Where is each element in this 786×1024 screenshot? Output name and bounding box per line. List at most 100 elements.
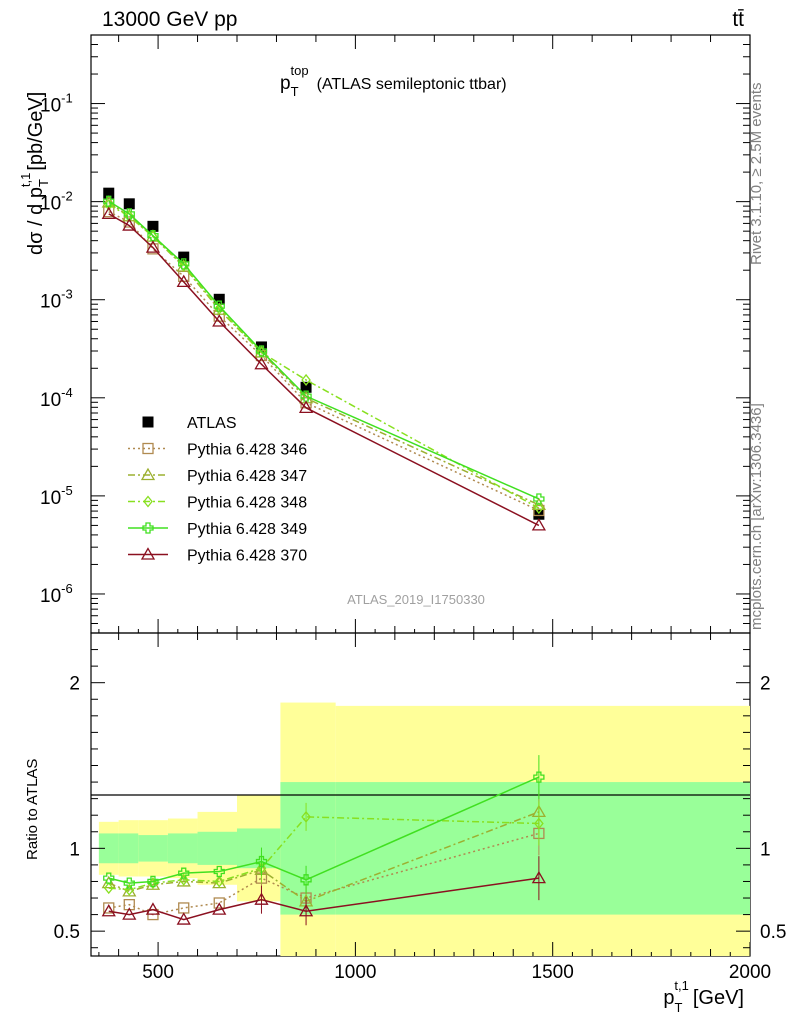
ratio-tick-label-left: 1 bbox=[69, 839, 80, 860]
legend-label: Pythia 6.428 347 bbox=[187, 468, 307, 485]
y-axis-label: dσ / d pTt,1[pb/GeV] bbox=[18, 92, 51, 255]
ratio-point bbox=[178, 867, 190, 879]
legend-entry: Pythia 6.428 346 bbox=[128, 442, 307, 459]
ratio-point bbox=[101, 875, 116, 889]
data-point bbox=[124, 210, 135, 223]
legend-label: Pythia 6.428 348 bbox=[187, 495, 307, 512]
y-tick-label: 10-5 bbox=[40, 483, 73, 509]
series-line bbox=[108, 200, 540, 500]
legend-entry: Pythia 6.428 370 bbox=[128, 547, 307, 565]
data-point bbox=[213, 300, 225, 312]
ratio-line bbox=[108, 832, 540, 916]
data-point bbox=[123, 198, 135, 210]
ratio-point bbox=[300, 874, 312, 886]
data-point bbox=[254, 356, 269, 370]
x-tick-label: 1000 bbox=[334, 962, 376, 983]
data-point bbox=[178, 251, 190, 263]
ratio-y-axis-label: Ratio to ATLAS bbox=[24, 759, 41, 860]
data-point bbox=[213, 293, 225, 305]
header-energy: 13000 GeV pp bbox=[102, 8, 237, 31]
ratio-point bbox=[103, 902, 115, 914]
ratio-point bbox=[534, 817, 544, 830]
legend-marker bbox=[140, 547, 156, 560]
legend-label: Pythia 6.428 370 bbox=[187, 548, 307, 565]
series-line bbox=[108, 201, 540, 506]
data-point bbox=[122, 218, 137, 231]
ratio-point bbox=[301, 810, 311, 823]
legend-marker bbox=[142, 416, 154, 428]
ratio-band-stat bbox=[118, 833, 139, 864]
legend-entry: Pythia 6.428 347 bbox=[128, 467, 307, 485]
data-point bbox=[533, 493, 545, 505]
data-point bbox=[531, 518, 547, 531]
legend-marker bbox=[142, 442, 154, 455]
data-point bbox=[214, 302, 225, 315]
ratio-point bbox=[298, 903, 314, 917]
main-plot-frame bbox=[90, 34, 751, 634]
series-0 bbox=[103, 187, 545, 520]
ratio-band-stat bbox=[98, 833, 119, 864]
data-point bbox=[298, 400, 314, 413]
y-tick-label: 10-2 bbox=[40, 189, 73, 215]
plot-title: pTtop(ATLAS semileptonic ttbar) bbox=[280, 63, 507, 99]
ratio-band-stat bbox=[197, 831, 238, 865]
x-tick-label: 2000 bbox=[729, 962, 771, 983]
ratio-tick-label-right: 1 bbox=[760, 839, 771, 860]
ratio-point bbox=[103, 872, 115, 884]
legend-entry: ATLAS bbox=[142, 415, 237, 432]
data-point bbox=[300, 390, 312, 402]
ratio-band-stat bbox=[280, 782, 336, 915]
series-line bbox=[108, 213, 540, 527]
ratio-point bbox=[103, 882, 114, 895]
ratio-point bbox=[533, 771, 545, 783]
x-axis-label: pTt,1[GeV] bbox=[663, 978, 744, 1015]
series-line bbox=[108, 204, 540, 509]
ratio-tick-label-left: 2 bbox=[69, 674, 80, 695]
data-point bbox=[533, 504, 545, 517]
series-line bbox=[108, 211, 540, 512]
legend-entry: Pythia 6.428 349 bbox=[128, 521, 307, 538]
ratio-point bbox=[212, 902, 227, 915]
data-point bbox=[212, 314, 227, 327]
data-point bbox=[176, 274, 191, 288]
ratio-point bbox=[145, 902, 161, 915]
ratio-point bbox=[176, 912, 191, 925]
data-point bbox=[103, 195, 115, 207]
data-point bbox=[145, 240, 161, 253]
y-tick-label: 10-4 bbox=[40, 385, 73, 411]
data-point bbox=[255, 345, 268, 357]
legend-label: Pythia 6.428 349 bbox=[187, 521, 307, 538]
legend-label: Pythia 6.428 346 bbox=[187, 442, 307, 459]
legend-marker bbox=[140, 467, 156, 481]
ratio-line bbox=[108, 877, 539, 921]
header-process: tt̄ bbox=[732, 8, 744, 31]
ratio-point bbox=[147, 875, 159, 888]
data-point bbox=[123, 208, 135, 220]
data-point bbox=[534, 502, 544, 515]
ratio-point bbox=[122, 907, 137, 920]
data-point bbox=[300, 381, 312, 393]
legend-entry: Pythia 6.428 348 bbox=[128, 495, 307, 512]
ratio-point bbox=[214, 875, 225, 888]
ratio-band-stat bbox=[167, 833, 198, 864]
legend-label: ATLAS bbox=[187, 415, 237, 432]
data-point bbox=[178, 258, 190, 270]
mcplots-text: mcplots.cern.ch [arXiv:1306.3436] bbox=[748, 403, 765, 630]
analysis-id: ATLAS_2019_I1750330 bbox=[347, 592, 485, 607]
series-4 bbox=[103, 195, 545, 894]
rivet-version-text: Rivet 3.1.10, ≥ 2.5M events bbox=[748, 83, 765, 266]
legend-marker bbox=[142, 522, 154, 534]
ratio-point bbox=[101, 903, 116, 917]
ratio-point bbox=[213, 865, 225, 878]
data-point bbox=[533, 508, 545, 520]
ratio-point bbox=[213, 897, 225, 909]
data-point bbox=[147, 230, 159, 242]
ratio-point bbox=[255, 855, 268, 868]
legend-marker bbox=[143, 495, 153, 508]
y-tick-label: 10-1 bbox=[40, 91, 73, 117]
ratio-point bbox=[178, 873, 189, 886]
data-point bbox=[531, 497, 547, 511]
y-tick-label: 10-6 bbox=[40, 581, 73, 607]
x-tick-label: 1500 bbox=[532, 962, 574, 983]
